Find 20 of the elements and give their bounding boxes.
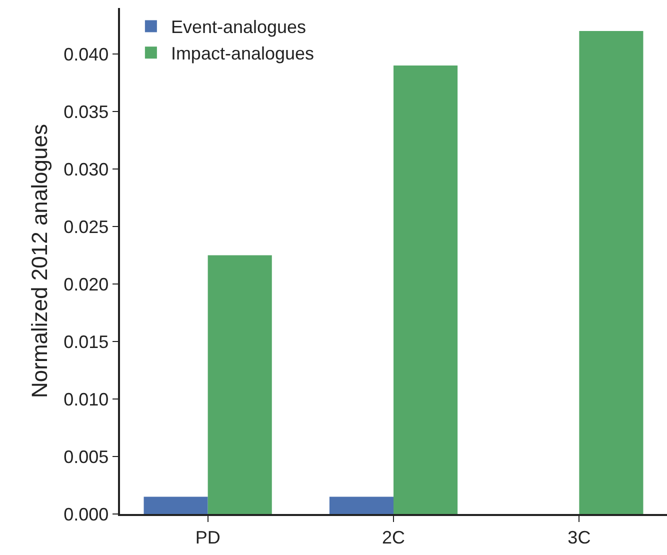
bar bbox=[208, 255, 272, 514]
y-tick-label: 0.020 bbox=[64, 274, 109, 294]
legend-label: Impact-analogues bbox=[170, 44, 314, 64]
y-tick-label: 0.000 bbox=[64, 504, 109, 524]
y-tick-label: 0.025 bbox=[64, 216, 109, 237]
bar bbox=[144, 496, 208, 514]
y-tick-label: 0.005 bbox=[64, 446, 109, 467]
bar bbox=[579, 31, 644, 514]
legend-label: Event-analogues bbox=[170, 17, 306, 38]
y-tick-label: 0.040 bbox=[64, 44, 109, 64]
bar bbox=[329, 496, 394, 514]
y-tick-label: 0.010 bbox=[64, 389, 109, 410]
y-tick-label: 0.015 bbox=[64, 332, 109, 352]
y-tick-label: 0.035 bbox=[64, 102, 109, 122]
x-tick-label: PD bbox=[195, 527, 220, 548]
x-tick-label: 3C bbox=[568, 527, 591, 548]
y-axis-title: Normalized 2012 analogues bbox=[26, 124, 52, 398]
x-tick-label: 2C bbox=[382, 527, 406, 548]
bar bbox=[394, 66, 458, 514]
y-tick-label: 0.030 bbox=[64, 159, 109, 180]
